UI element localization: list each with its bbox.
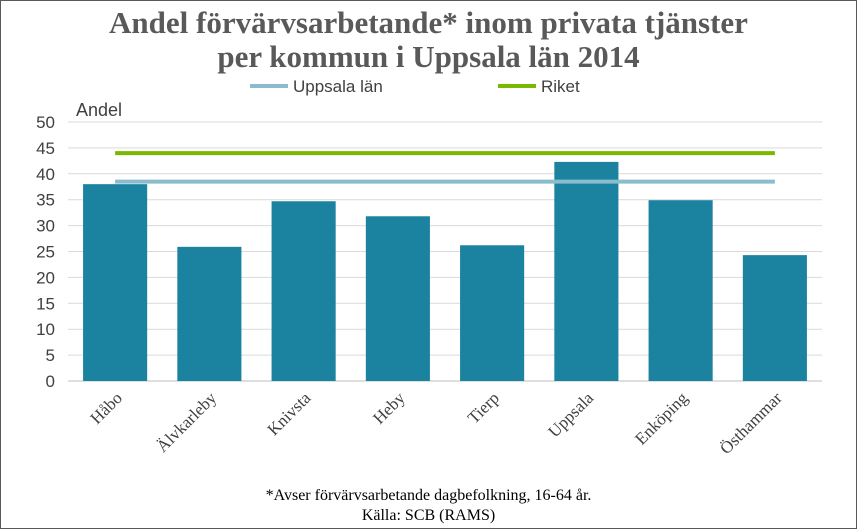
x-axis-categories: Håbo Älvkarleby Knivsta Heby Tierp Uppsala Enk… bbox=[86, 388, 785, 458]
bars bbox=[83, 161, 807, 381]
x-category-label: Älvkarleby bbox=[153, 388, 221, 456]
chart-title-line-1: Andel förvärvsarbetande* inom privata tj… bbox=[109, 5, 748, 40]
x-category-label: Håbo bbox=[86, 388, 125, 427]
x-category-label: Knivsta bbox=[264, 388, 315, 439]
bar bbox=[460, 245, 525, 381]
y-tick-label: 5 bbox=[46, 346, 55, 365]
reference-lines bbox=[115, 151, 775, 184]
footnote-source: Källa: SCB (RAMS) bbox=[361, 507, 496, 524]
y-axis-label: Andel bbox=[76, 100, 122, 120]
legend-label: Riket bbox=[541, 77, 580, 96]
bar bbox=[271, 201, 336, 381]
chart-title: Andel förvärvsarbetande* inom privata tj… bbox=[0, 6, 857, 74]
legend: Uppsala län Riket bbox=[250, 77, 580, 96]
y-tick-label: 35 bbox=[36, 191, 55, 210]
x-category-label: Uppsala bbox=[544, 388, 597, 441]
legend-label: Uppsala län bbox=[293, 77, 383, 96]
bar bbox=[83, 184, 148, 381]
chart-title-line-2: per kommun i Uppsala län 2014 bbox=[217, 39, 640, 74]
y-tick-label: 10 bbox=[36, 320, 55, 339]
x-category-label: Enköping bbox=[631, 388, 692, 449]
y-tick-label: 20 bbox=[36, 268, 55, 287]
y-tick-label: 0 bbox=[46, 372, 55, 391]
bar bbox=[554, 161, 619, 381]
x-category-label: Tierp bbox=[464, 388, 503, 427]
y-tick-label: 25 bbox=[36, 243, 55, 262]
bar bbox=[365, 216, 430, 381]
bar bbox=[742, 255, 807, 381]
bar bbox=[177, 246, 242, 381]
y-axis-ticks: 0 5 10 15 20 25 30 35 40 45 50 bbox=[36, 113, 55, 391]
x-category-label: Östhammar bbox=[716, 388, 786, 458]
y-tick-label: 30 bbox=[36, 217, 55, 236]
y-tick-label: 50 bbox=[36, 113, 55, 132]
y-tick-label: 15 bbox=[36, 294, 55, 313]
y-tick-label: 45 bbox=[36, 139, 55, 158]
y-tick-label: 40 bbox=[36, 165, 55, 184]
x-category-label: Heby bbox=[369, 388, 409, 428]
bar bbox=[648, 200, 713, 381]
footnote-definition: *Avser förvärvsarbetande dagbefolkning, … bbox=[265, 487, 592, 504]
